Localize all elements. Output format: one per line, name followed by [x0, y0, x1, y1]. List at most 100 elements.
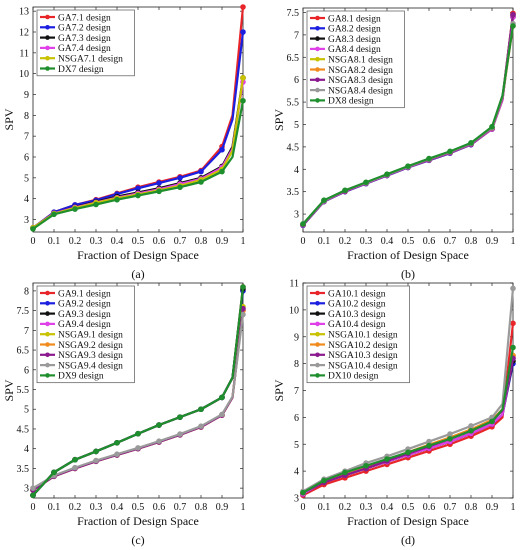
- y-tick-label: 6: [24, 153, 29, 164]
- legend-swatch-marker: [315, 311, 320, 316]
- chart-panel-4: 0 0.1 0.2 0.3 0.4 0.5 0.6 0.7 0.8 0.9 1 3 4 5 6 7 8 9 10 11…: [272, 279, 516, 547]
- legend-label: NSGA8.2 design: [328, 66, 393, 76]
- legend-swatch-marker: [315, 87, 320, 93]
- series-line-3: [31, 76, 245, 229]
- data-point: [72, 464, 78, 471]
- legend-swatch-marker: [45, 25, 50, 30]
- data-point: [135, 192, 141, 199]
- panel-caption: (d): [401, 533, 415, 547]
- x-tick-label: 0.1: [318, 502, 331, 513]
- legend-label: NSGA8.1 design: [328, 56, 393, 66]
- y-tick-label: 7: [294, 386, 299, 397]
- x-tick-label: 0.6: [423, 236, 436, 247]
- data-point: [510, 11, 516, 18]
- data-point: [72, 456, 78, 463]
- legend-swatch-marker: [45, 14, 50, 20]
- legend-swatch-marker: [315, 331, 320, 337]
- legend-label: NSGA8.3 design: [328, 76, 393, 86]
- y-tick-label: 5: [294, 120, 299, 131]
- legend-swatch-marker: [315, 290, 320, 296]
- y-tick-label: 7: [24, 326, 29, 337]
- data-point: [156, 422, 162, 428]
- legend-label: GA10.2 design: [328, 300, 386, 310]
- y-tick-label: 4: [294, 165, 299, 176]
- x-tick-label: 0.2: [339, 236, 352, 247]
- legend-swatch-marker: [315, 77, 320, 83]
- legend-swatch-marker: [315, 15, 320, 21]
- x-tick-label: 0.4: [111, 502, 124, 513]
- y-tick-label: 8: [24, 111, 29, 122]
- x-tick-label: 0.1: [48, 502, 61, 513]
- legend-swatch-marker: [315, 46, 320, 52]
- legend-label: GA10.4 design: [328, 320, 386, 330]
- y-tick-label: 5: [24, 405, 29, 416]
- x-tick-label: 0.6: [423, 502, 436, 513]
- legend-swatch-marker: [45, 35, 50, 40]
- data-point: [51, 211, 57, 218]
- data-point: [219, 168, 225, 175]
- data-point: [489, 418, 495, 425]
- data-point: [468, 140, 474, 146]
- x-tick-label: 0.5: [402, 502, 415, 513]
- legend-swatch-marker: [45, 45, 50, 51]
- data-point: [219, 394, 225, 401]
- panel-caption: (b): [401, 267, 415, 281]
- legend-label: GA7.2 design: [58, 24, 111, 34]
- legend-swatch-marker: [315, 98, 320, 103]
- data-point: [510, 23, 516, 29]
- x-tick-label: 0.9: [216, 502, 229, 513]
- y-axis-title: SPV: [2, 108, 16, 130]
- x-axis-title: Fraction of Design Space: [347, 514, 469, 528]
- x-tick-label: 0.6: [153, 502, 166, 513]
- data-point: [114, 196, 120, 203]
- data-point: [405, 163, 411, 169]
- legend-label: NSGA9.3 design: [58, 351, 123, 361]
- data-point: [300, 221, 306, 227]
- data-point: [321, 197, 327, 203]
- y-tick-label: 3: [24, 215, 29, 226]
- legend-swatch-marker: [45, 55, 50, 61]
- y-tick-label: 7.5: [17, 306, 30, 317]
- y-tick-label: 6: [24, 365, 29, 376]
- x-tick-label: 0.7: [444, 502, 457, 513]
- y-tick-label: 10: [19, 69, 29, 80]
- data-point: [363, 462, 369, 469]
- x-tick-label: 0.5: [132, 502, 145, 513]
- y-tick-label: 4: [24, 444, 29, 455]
- y-tick-label: 8: [294, 359, 299, 370]
- data-point: [156, 180, 162, 186]
- legend-swatch-marker: [315, 67, 320, 72]
- data-point: [177, 431, 183, 437]
- y-tick-label: 4: [24, 194, 29, 205]
- y-tick-label: 3: [294, 494, 299, 505]
- data-point: [240, 284, 246, 290]
- legend-swatch-marker: [315, 362, 320, 368]
- legend-box: [306, 10, 405, 109]
- data-point: [384, 171, 390, 178]
- legend-label: GA7.1 design: [58, 13, 111, 23]
- legend-swatch-marker: [315, 56, 320, 62]
- x-tick-label: 0: [31, 236, 36, 247]
- y-axis-title: SPV: [2, 379, 16, 401]
- legend-swatch-marker: [45, 362, 50, 368]
- legend-label: DX7 design: [58, 65, 104, 75]
- x-tick-label: 0.3: [360, 502, 373, 513]
- legend-label: NSGA9.1 design: [58, 331, 123, 341]
- data-point: [447, 431, 453, 437]
- data-point: [447, 148, 453, 155]
- x-tick-label: 0.7: [174, 502, 187, 513]
- x-tick-label: 1: [511, 236, 516, 247]
- legend-swatch-marker: [45, 301, 50, 306]
- legend-swatch-marker: [45, 373, 50, 378]
- x-axis-title: Fraction of Design Space: [77, 248, 199, 262]
- legend-label: GA8.1 design: [328, 14, 381, 24]
- legend-swatch-marker: [315, 373, 320, 378]
- legend-label: GA10.3 design: [328, 310, 386, 320]
- data-point: [198, 179, 204, 185]
- legend-swatch-marker: [45, 66, 50, 71]
- x-tick-label: 0.8: [465, 502, 478, 513]
